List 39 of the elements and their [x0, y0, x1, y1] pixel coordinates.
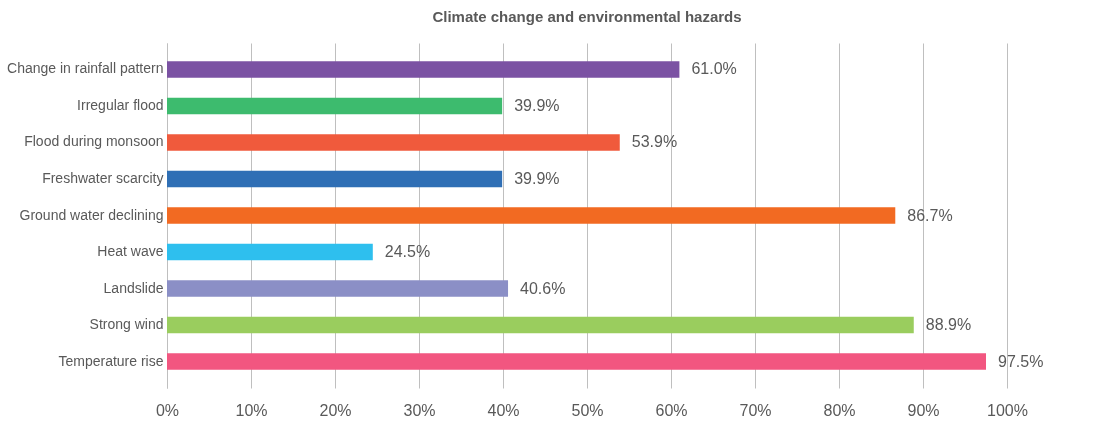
y-tick-label: Ground water declining [19, 206, 164, 223]
bar [167, 316, 914, 334]
x-tick-label: 30% [403, 401, 436, 419]
x-tick-label: 40% [487, 401, 520, 419]
y-tick-label: Freshwater scarcity [42, 169, 164, 186]
bar [167, 243, 373, 261]
chart-title: Climate change and environmental hazards [432, 8, 742, 25]
y-tick-label: Temperature rise [58, 352, 164, 369]
data-label: 24.5% [384, 243, 431, 261]
bar [167, 207, 896, 224]
y-tick-label: Strong wind [89, 316, 164, 333]
x-tick-label: 0% [155, 401, 180, 419]
x-tick-label: 10% [235, 401, 268, 419]
bar [167, 134, 620, 151]
data-label: 86.7% [907, 206, 953, 224]
bar [167, 61, 680, 78]
x-tick-label: 80% [823, 401, 856, 419]
y-tick-label: Irregular flood [77, 96, 164, 113]
x-tick-label: 60% [655, 401, 688, 419]
x-tick-label: 50% [571, 401, 604, 419]
x-tick-label: 90% [907, 401, 940, 419]
x-tick-label: 100% [987, 401, 1028, 419]
x-tick-label: 20% [319, 401, 352, 419]
x-tick-label: 70% [739, 401, 772, 419]
data-label: 39.9% [514, 169, 560, 187]
y-tick-label: Flood during monsoon [24, 133, 164, 150]
y-tick-label: Change in rainfall pattern [7, 60, 164, 77]
data-label: 53.9% [631, 133, 678, 151]
data-label: 97.5% [998, 352, 1044, 370]
bar [167, 280, 509, 297]
data-label: 40.6% [520, 279, 566, 297]
y-tick-label: Landslide [103, 279, 164, 296]
bar [167, 353, 986, 370]
data-label: 39.9% [514, 96, 560, 114]
bar [167, 170, 503, 188]
data-label: 61.0% [691, 60, 737, 78]
bar [167, 97, 503, 115]
data-label: 88.9% [925, 316, 972, 334]
y-tick-label: Heat wave [97, 243, 164, 260]
